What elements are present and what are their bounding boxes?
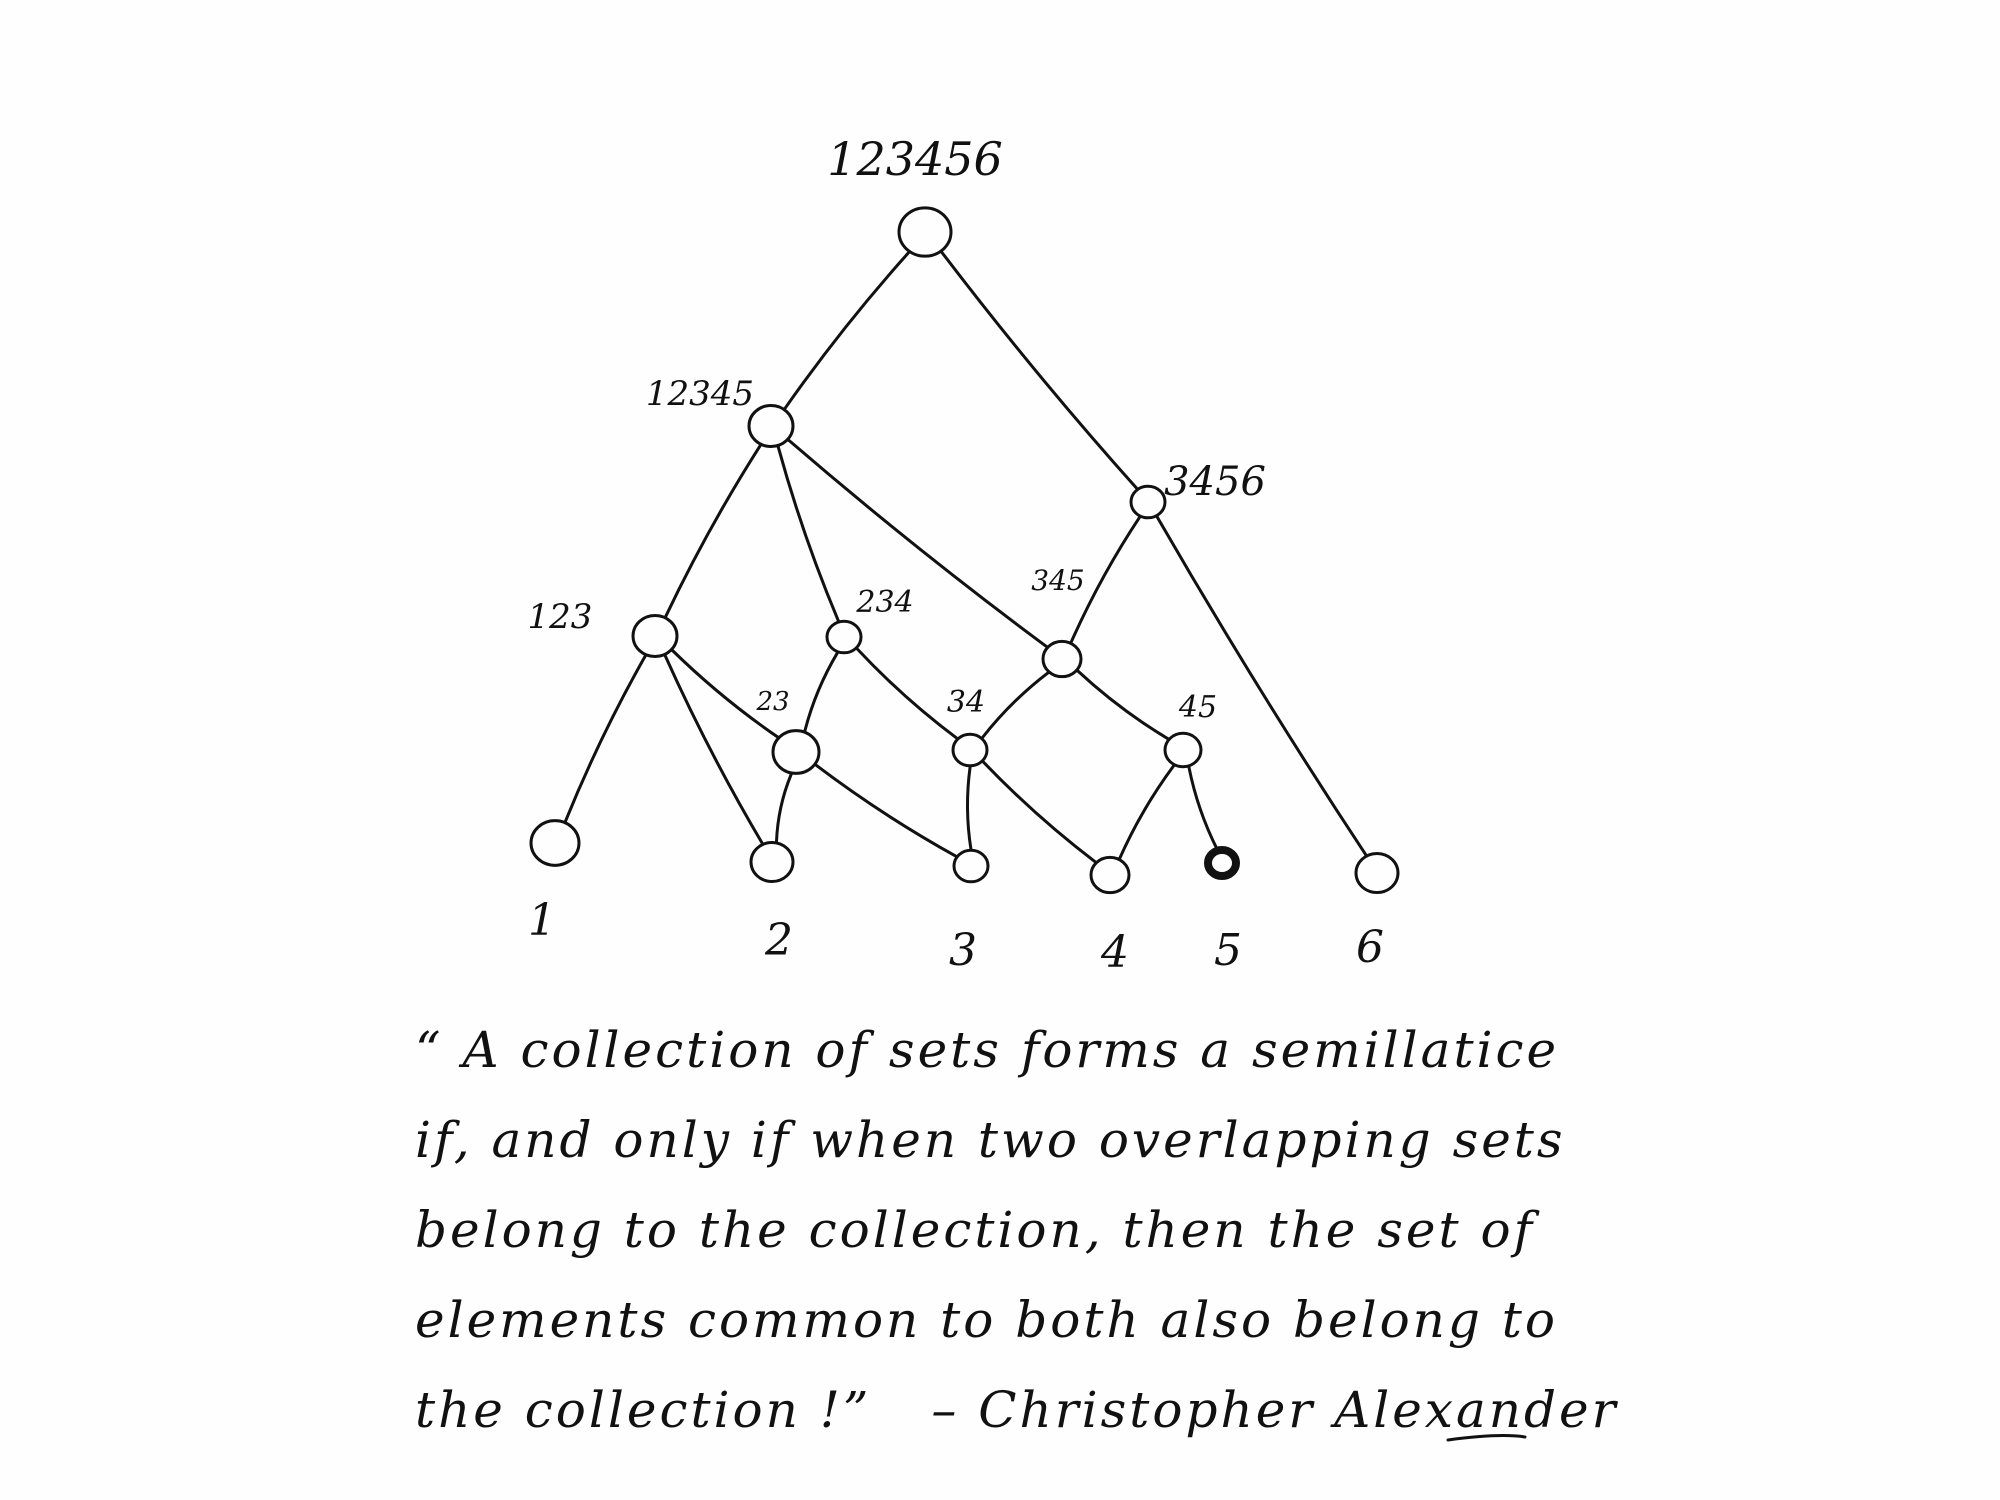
edge-n45-n5 [1187, 765, 1219, 852]
node-label-3456: 3456 [1164, 459, 1266, 505]
edge-n123-n1 [563, 654, 647, 823]
node-1 [529, 819, 581, 867]
edge-n3456-n345 [1069, 515, 1142, 644]
node-label-5: 5 [1214, 925, 1242, 976]
node-label-34: 34 [947, 685, 985, 720]
node-123 [631, 614, 679, 658]
edge-n12345-n123 [664, 443, 762, 619]
node-label-3: 3 [949, 925, 977, 976]
node-label-234: 234 [855, 585, 913, 620]
node-label-23: 23 [755, 687, 789, 717]
node-234 [825, 619, 863, 655]
node-123456 [897, 206, 953, 258]
edge-n234-n23 [803, 651, 839, 733]
edge-n3456-n6 [1155, 515, 1368, 857]
node-3 [952, 848, 990, 884]
quote-line-3: belong to the collection, then the set o… [415, 1201, 1536, 1259]
node-label-345: 345 [1031, 564, 1084, 597]
node-label-2: 2 [764, 915, 793, 966]
edge-n23-n2 [775, 773, 793, 843]
node-3456 [1129, 484, 1167, 520]
node-label-6: 6 [1356, 922, 1384, 973]
quote-attribution: – Christopher Alexander [931, 1381, 1619, 1439]
node-23 [771, 729, 821, 775]
node-34 [951, 732, 989, 768]
node-label-1: 1 [528, 895, 556, 946]
node-label-123: 123 [528, 597, 593, 637]
quote-block: “ A collection of sets forms a semillati… [415, 1005, 1615, 1455]
node-label-123456: 123456 [827, 132, 1003, 186]
quote-line-4: elements common to both also belong to [415, 1291, 1558, 1349]
edge-n34-n4 [981, 759, 1098, 864]
node-2 [749, 840, 795, 884]
edge-n123456-n3456 [940, 250, 1139, 491]
edge-n345-n34 [980, 670, 1050, 740]
node-345 [1041, 639, 1083, 679]
node-label-45: 45 [1178, 690, 1217, 725]
node-45 [1163, 731, 1203, 769]
edge-n123-n2 [663, 654, 764, 845]
signature-flourish [1446, 1434, 1527, 1442]
quote-line-1: “ A collection of sets forms a semillati… [415, 1021, 1560, 1079]
edge-n45-n4 [1118, 764, 1176, 861]
edge-n12345-n234 [776, 445, 840, 623]
quote-line-2: if, and only if when two overlapping set… [415, 1111, 1566, 1169]
edge-n234-n34 [855, 646, 959, 741]
edge-n123456-n12345 [783, 250, 911, 411]
edges [563, 250, 1368, 864]
node-label-4: 4 [1100, 927, 1129, 978]
edge-n345-n45 [1075, 668, 1171, 741]
edge-n123-n23 [670, 648, 780, 739]
edge-n23-n3 [813, 763, 959, 859]
node-4 [1089, 855, 1131, 895]
edge-n12345-n345 [786, 438, 1049, 649]
node-6 [1354, 851, 1400, 895]
quote-line-5-text: the collection !” [415, 1381, 872, 1439]
edge-n34-n3 [966, 765, 973, 851]
node-12345 [747, 404, 795, 448]
node-label-12345: 12345 [646, 374, 754, 414]
quote-line-5: the collection !” – Christopher Alexander [415, 1365, 1615, 1455]
node-5 [1204, 845, 1240, 881]
